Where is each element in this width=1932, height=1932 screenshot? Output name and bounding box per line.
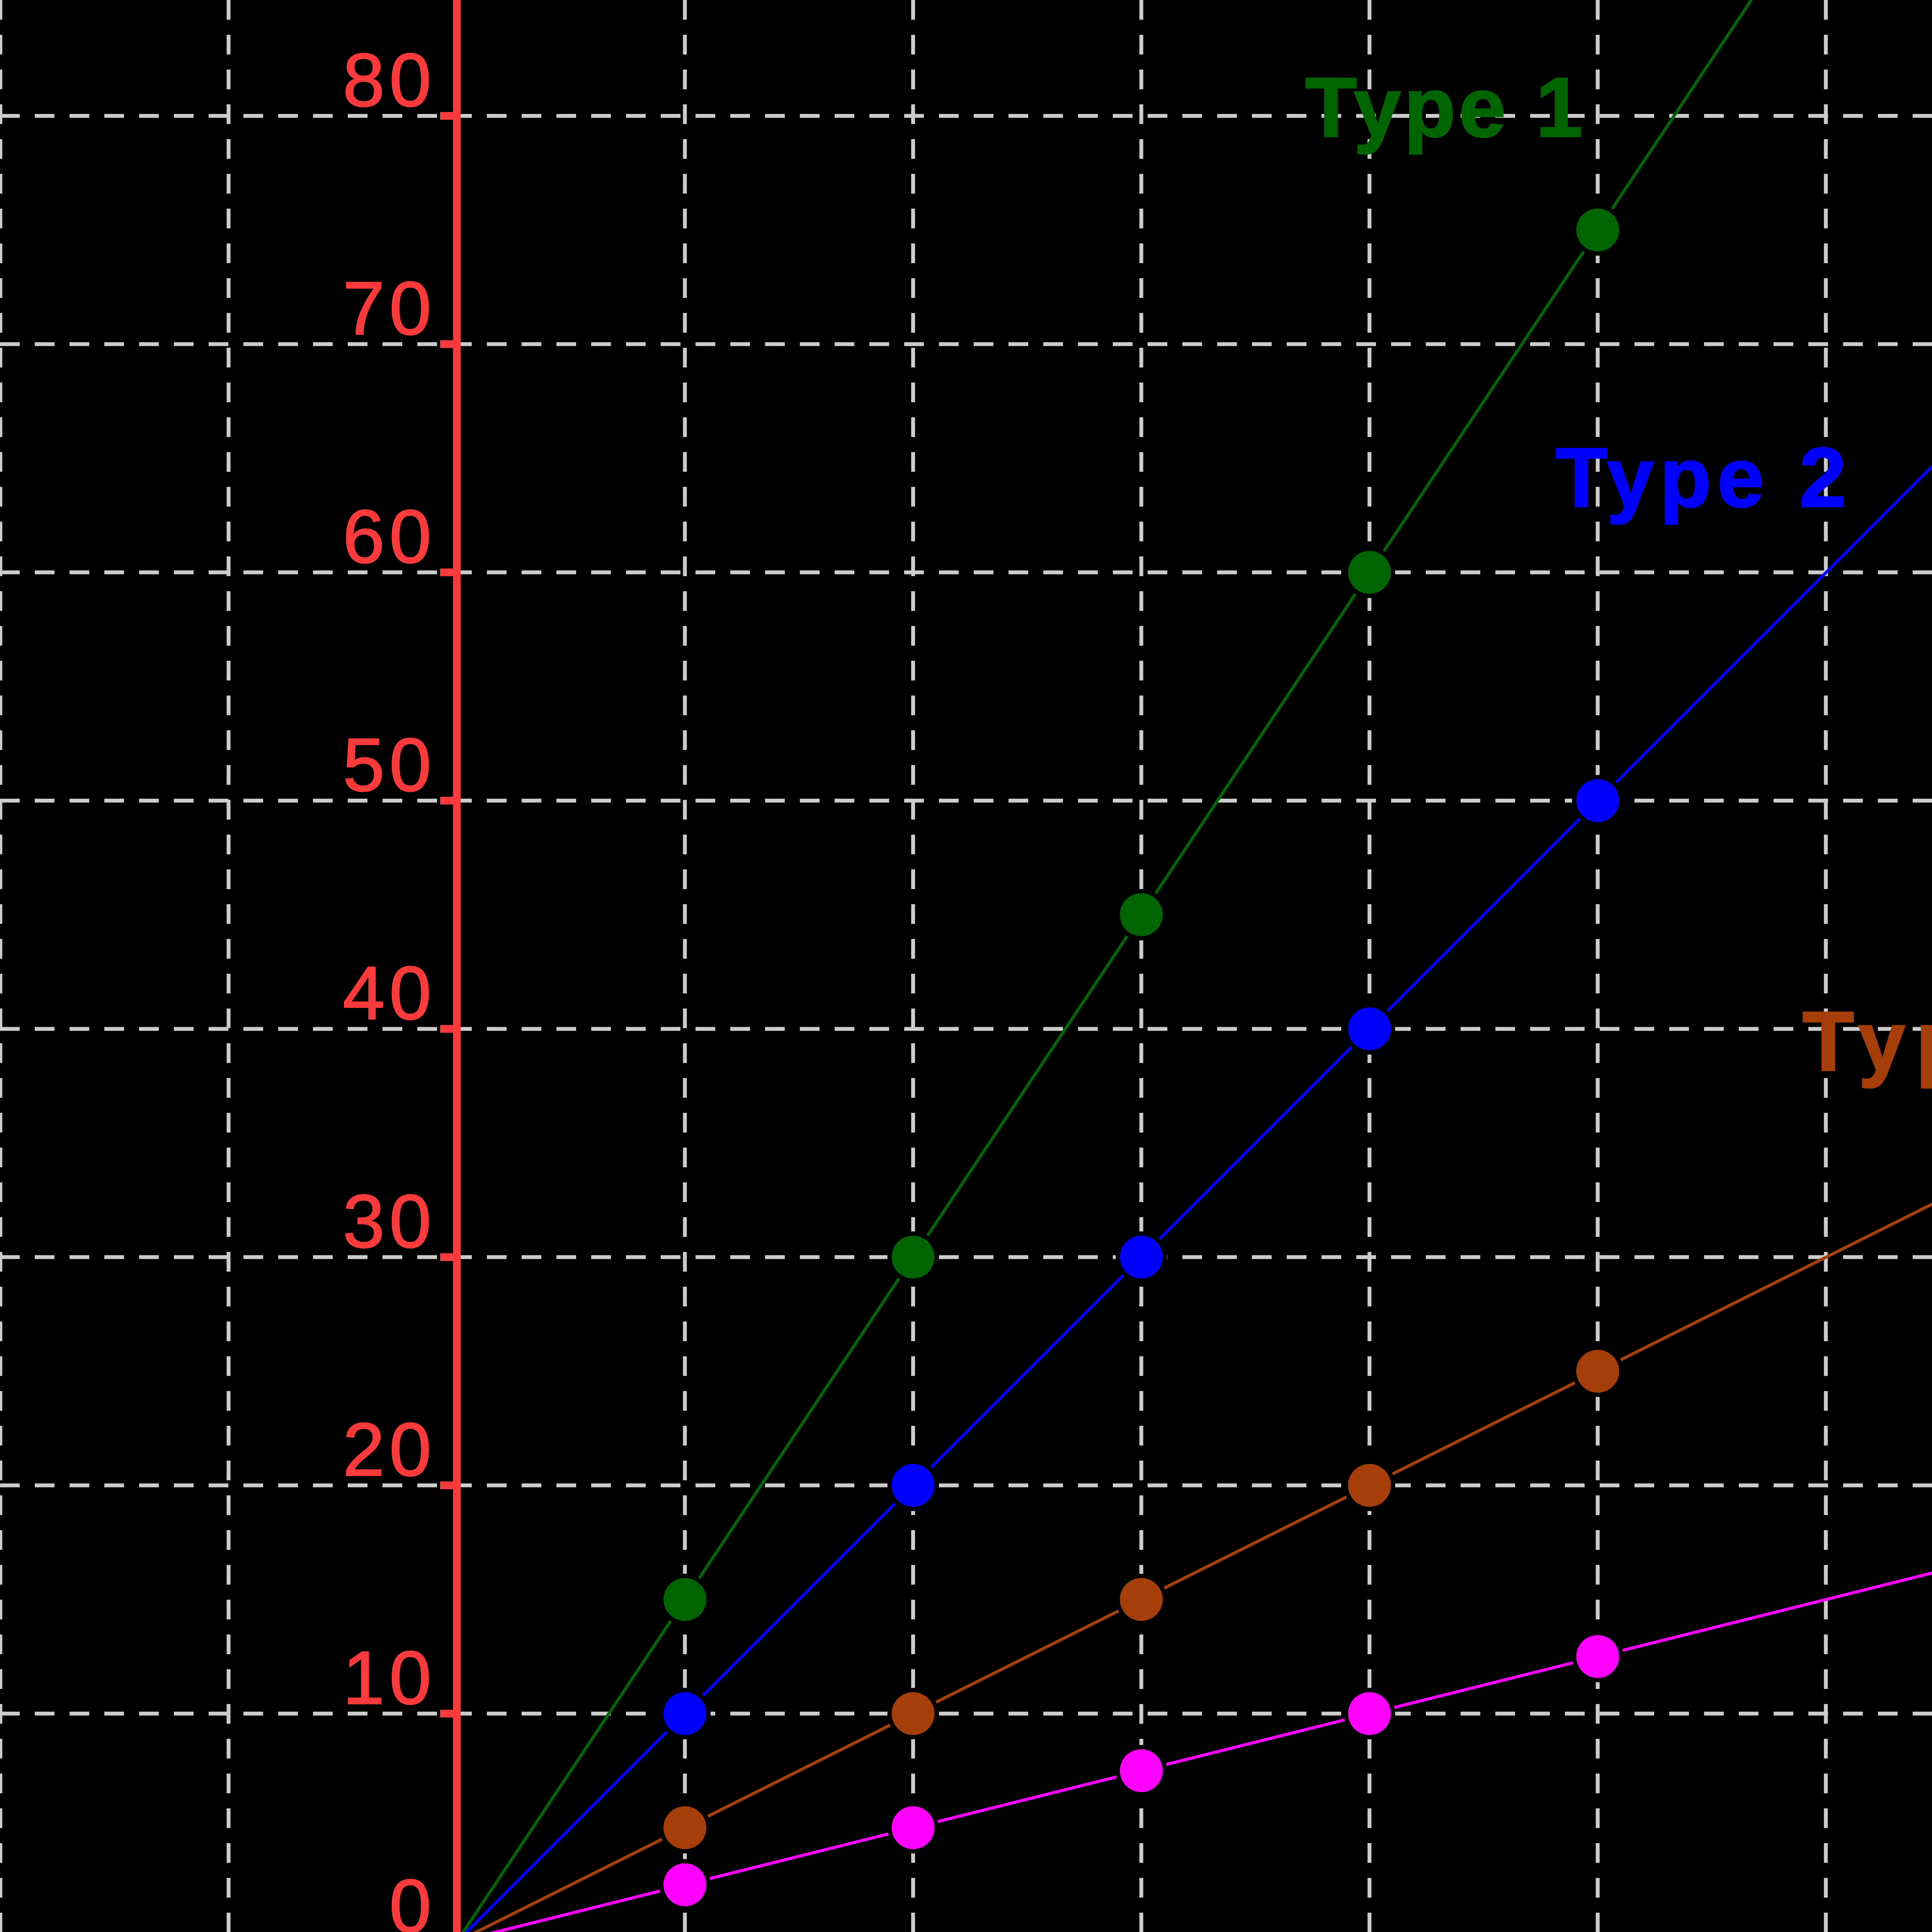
svg-text:Type 2: Type 2 [1556,431,1846,525]
svg-text:Type 1: Type 1 [1305,61,1583,155]
svg-text:0: 0 [389,1864,431,1932]
